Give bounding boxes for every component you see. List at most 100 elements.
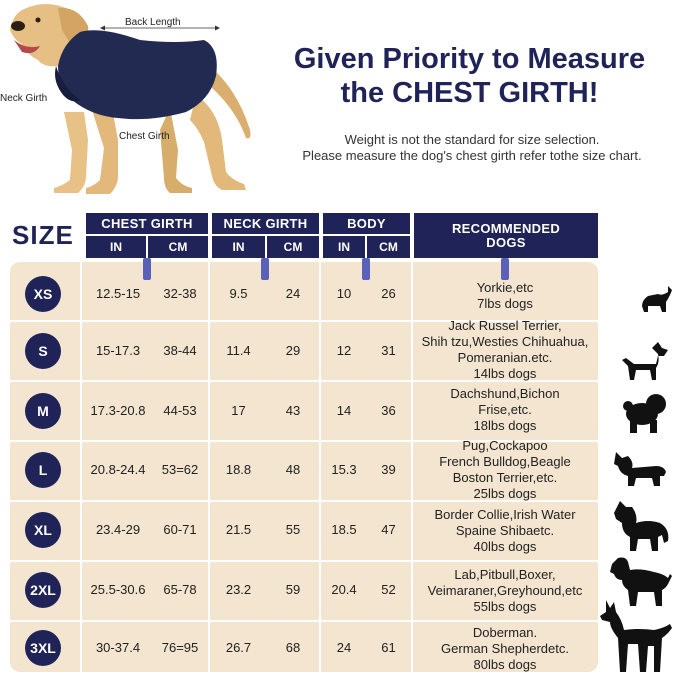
row-divider <box>10 500 598 502</box>
chest-cm-cell: 76=95 <box>161 640 199 655</box>
body-cm-cell: 47 <box>381 522 396 537</box>
dogs-line: 40lbs dogs <box>473 539 537 554</box>
recommended-dogs-cell: Dachshund,Bichon Frise,etc. 18lbs dogs <box>412 386 598 434</box>
chest-girth-header: CHEST GIRTH <box>86 213 208 234</box>
chest-in-cell: 12.5-15 <box>95 286 141 301</box>
body-in-cell: 10 <box>336 286 352 301</box>
neck-in-cell: 11.4 <box>226 343 251 358</box>
body-cm-header: CM <box>367 236 410 258</box>
neck-in-cell: 17 <box>231 403 246 418</box>
back-length-label: Back Length <box>125 17 181 28</box>
chest-in-cell: 30-37.4 <box>95 640 141 655</box>
body-in-cell: 15.3 <box>331 462 357 477</box>
body-header: BODY <box>323 213 410 234</box>
neck-in-header: IN <box>212 236 265 258</box>
chest-cm-header: CM <box>148 236 208 258</box>
body-in-cell: 18.5 <box>331 522 357 537</box>
size-note-line-2: Please measure the dog's chest girth ref… <box>302 148 642 163</box>
chest-girth-label: Chest Girth <box>119 131 170 142</box>
chest-in-cell: 20.8-24.4 <box>90 462 146 477</box>
size-badge-m: M <box>25 393 61 429</box>
headline-line-1: Given Priority to Measure <box>293 43 646 75</box>
dogs-line: 18lbs dogs <box>473 418 537 433</box>
recommended-dogs-cell: Jack Russel Terrier, Shih tzu,Westies Ch… <box>412 318 598 382</box>
neck-cm-cell: 29 <box>285 343 301 358</box>
doberman-silhouette-icon <box>600 600 672 672</box>
chest-cm-cell: 65-78 <box>163 582 197 597</box>
headline-line-2: the CHEST GIRTH! <box>340 77 599 109</box>
dogs-line: German Shepherdetc. <box>441 641 569 656</box>
product-photo <box>10 4 251 194</box>
column-marker <box>143 258 151 280</box>
recommended-header-line-1: RECOMMENDED <box>451 220 561 236</box>
dogs-line: Boston Terrier,etc. <box>452 470 558 485</box>
row-divider <box>10 380 598 382</box>
bichon-silhouette-icon <box>623 394 666 433</box>
neck-cm-cell: 48 <box>285 462 301 477</box>
recommended-dogs-cell: Border Collie,Irish Water Spaine Shibaet… <box>412 507 598 555</box>
neck-in-cell: 26.7 <box>225 640 252 655</box>
size-badge-2xl: 2XL <box>25 572 61 608</box>
neck-cm-cell: 68 <box>285 640 301 655</box>
body-in-header: IN <box>323 236 365 258</box>
terrier-silhouette-icon <box>622 342 668 380</box>
column-marker <box>501 258 509 280</box>
body-cm-cell: 52 <box>381 582 396 597</box>
chest-in-cell: 15-17.3 <box>95 343 141 358</box>
headline: Given Priority to Measure the CHEST GIRT… <box>262 42 677 110</box>
dogs-line: 55lbs dogs <box>473 599 537 614</box>
dogs-line: Pug,Cockapoo <box>462 438 548 453</box>
size-table <box>10 262 598 672</box>
spaniel-silhouette-icon <box>610 557 672 606</box>
body-cm-cell: 61 <box>381 640 396 655</box>
dogs-line: Yorkie,etc <box>476 280 534 295</box>
dogs-line: Spaine Shibaetc. <box>455 523 555 538</box>
row-divider <box>10 560 598 562</box>
row-divider <box>10 440 598 442</box>
chest-cm-cell: 38-44 <box>163 343 197 358</box>
column-divider <box>319 262 321 672</box>
dogs-line: Border Collie,Irish Water <box>434 507 576 522</box>
recommended-dogs-cell: Lab,Pitbull,Boxer, Veimaraner,Greyhound,… <box>412 567 598 615</box>
chest-in-cell: 23.4-29 <box>95 522 141 537</box>
dogs-line: Frise,etc. <box>478 402 532 417</box>
row-divider <box>10 320 598 322</box>
dogs-line: Veimaraner,Greyhound,etc <box>427 583 583 598</box>
dogs-line: French Bulldog,Beagle <box>439 454 571 469</box>
dogs-line: Jack Russel Terrier, <box>448 318 562 333</box>
body-in-cell: 14 <box>336 403 352 418</box>
body-cm-cell: 39 <box>381 462 396 477</box>
dogs-line: 14lbs dogs <box>473 366 537 381</box>
body-in-cell: 24 <box>336 640 352 655</box>
row-divider <box>10 620 598 622</box>
recommended-dogs-cell: Yorkie,etc 7lbs dogs <box>412 280 598 312</box>
collie-silhouette-icon <box>614 501 669 551</box>
neck-cm-header: CM <box>267 236 319 258</box>
size-badge-xs: XS <box>25 276 61 312</box>
yorkie-silhouette-icon <box>642 282 672 312</box>
body-cm-cell: 26 <box>381 286 396 301</box>
size-badge-xl: XL <box>25 512 61 548</box>
neck-in-cell: 18.8 <box>225 462 252 477</box>
neck-cm-cell: 59 <box>285 582 301 597</box>
dogs-line: Lab,Pitbull,Boxer, <box>454 567 556 582</box>
body-cm-cell: 31 <box>381 343 396 358</box>
size-badge-3xl: 3XL <box>25 630 61 666</box>
neck-in-cell: 9.5 <box>229 286 248 301</box>
size-note: Weight is not the standard for size sele… <box>276 132 668 164</box>
neck-cm-cell: 55 <box>285 522 301 537</box>
recommended-dogs-header: RECOMMENDED DOGS <box>414 213 598 258</box>
dogs-line: Dachshund,Bichon <box>450 386 560 401</box>
neck-in-cell: 21.5 <box>225 522 252 537</box>
chest-cm-cell: 32-38 <box>163 286 197 301</box>
column-divider <box>411 262 413 672</box>
chest-in-cell: 17.3-20.8 <box>90 403 146 418</box>
neck-girth-header: NECK GIRTH <box>212 213 319 234</box>
recommended-dogs-cell: Pug,Cockapoo French Bulldog,Beagle Bosto… <box>412 438 598 502</box>
size-badge-s: S <box>25 333 61 369</box>
chest-in-header: IN <box>86 236 146 258</box>
body-cm-cell: 36 <box>381 403 396 418</box>
column-divider <box>208 262 210 672</box>
neck-cm-cell: 43 <box>285 403 301 418</box>
column-marker <box>362 258 370 280</box>
